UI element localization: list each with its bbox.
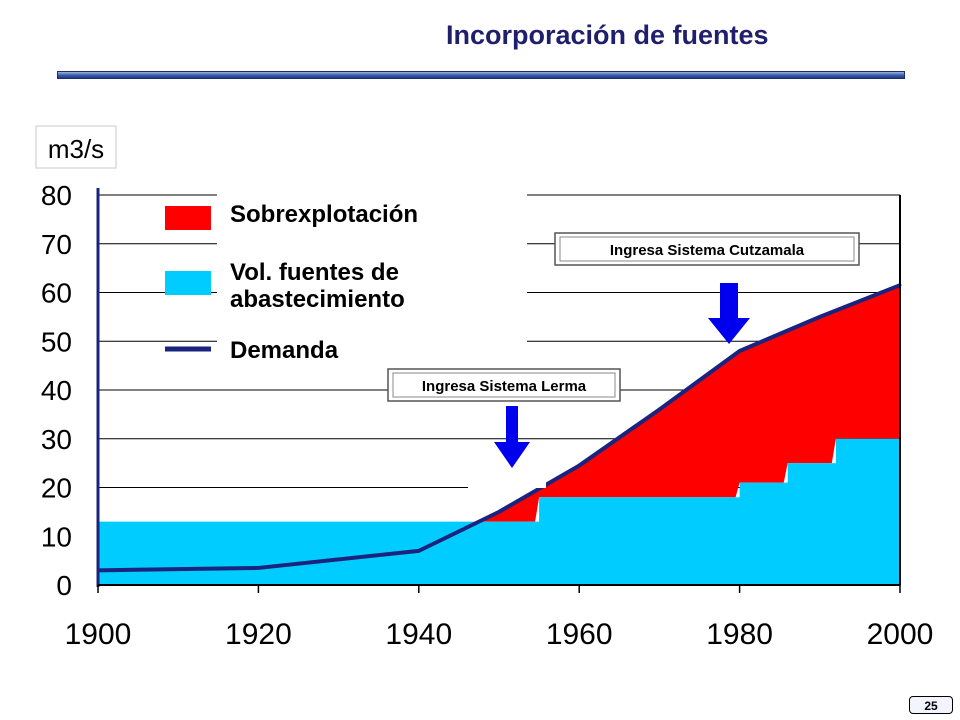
x-tick-label: 1900 xyxy=(65,618,132,651)
point-demand xyxy=(256,566,260,570)
x-tick-label: 1960 xyxy=(546,618,613,651)
arrow-down-icon xyxy=(494,406,530,468)
arrow-down-icon xyxy=(708,283,750,344)
y-tick-label: 60 xyxy=(41,278,72,309)
tick-labels: 0 10 20 30 40 50 60 70 80 1900 1920 1940 1960 1980 200… xyxy=(41,180,934,651)
legend-label-overexploitation: Sobrexplotación xyxy=(230,201,418,228)
y-tick-label: 30 xyxy=(41,424,72,455)
legend-label-supply-line2: abastecimiento xyxy=(230,286,405,313)
y-tick-label: 40 xyxy=(41,375,72,406)
area-layer xyxy=(98,285,900,585)
area-supply xyxy=(98,438,900,585)
y-tick-label: 20 xyxy=(41,473,72,504)
annotation-lerma-label: Ingresa Sistema Lerma xyxy=(422,378,587,395)
title-underline-bar xyxy=(57,71,905,79)
annotation-cutzamala-label: Ingresa Sistema Cutzamala xyxy=(610,242,805,259)
point-demand xyxy=(818,315,822,319)
legend: Sobrexplotación Vol. fuentes de abasteci… xyxy=(165,188,527,370)
page-title: Incorporación de fuentes xyxy=(446,20,769,50)
point-demand xyxy=(417,549,421,553)
annotation-lerma: Ingresa Sistema Lerma xyxy=(387,368,621,488)
y-unit-label: m3/s xyxy=(35,125,117,169)
legend-swatch-overexploitation xyxy=(165,206,211,230)
legend-swatch-supply xyxy=(165,271,211,295)
point-demand xyxy=(738,349,742,353)
y-axis-label: m3/s xyxy=(48,134,104,164)
x-tick-label: 1940 xyxy=(385,618,452,651)
axes xyxy=(96,188,901,587)
annotation-cutzamala: Ingresa Sistema Cutzamala xyxy=(554,232,860,344)
page-number: 25 xyxy=(909,696,953,714)
y-tick-label: 50 xyxy=(41,326,72,357)
x-tick-label: 1980 xyxy=(706,618,773,651)
x-tick-label: 2000 xyxy=(867,618,934,651)
x-tick-label: 1920 xyxy=(225,618,292,651)
y-tick-label: 10 xyxy=(41,521,72,552)
area-overexploitation xyxy=(482,285,900,522)
legend-label-supply-line1: Vol. fuentes de xyxy=(230,259,399,286)
point-demand xyxy=(497,510,501,514)
y-tick-label: 80 xyxy=(41,180,72,211)
point-demand xyxy=(577,464,581,468)
legend-label-demand: Demanda xyxy=(230,337,339,364)
y-tick-label: 70 xyxy=(41,229,72,260)
point-demand xyxy=(657,408,661,411)
y-tick-label: 0 xyxy=(56,570,72,601)
